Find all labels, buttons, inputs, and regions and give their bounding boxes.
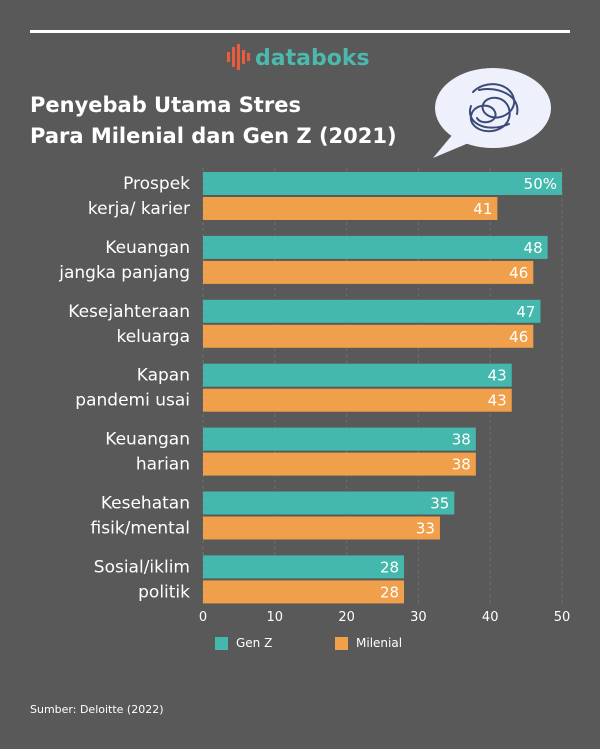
data-label: 35 — [430, 495, 449, 513]
legend-item-milenial: Milenial — [335, 636, 402, 650]
category-label: Sosial/iklim — [94, 557, 190, 577]
legend-item-gen-z: Gen Z — [215, 636, 272, 650]
bar-milenial — [203, 580, 405, 604]
thought-bubble-icon — [433, 68, 551, 158]
category-label: Kesejahteraan — [68, 302, 190, 322]
data-label: 41 — [473, 200, 492, 218]
data-label: 43 — [488, 367, 507, 385]
data-label: 50% — [524, 175, 557, 193]
category-label: Kapan — [137, 366, 190, 386]
x-tick-label: 50 — [554, 610, 571, 625]
bar-milenial — [203, 260, 534, 284]
data-label: 48 — [524, 239, 543, 257]
x-tick-label: 20 — [338, 610, 355, 625]
data-label: 38 — [452, 456, 471, 474]
bar-milenial — [203, 452, 476, 476]
data-label: 46 — [509, 328, 528, 346]
bar-gen-z — [203, 555, 405, 579]
category-label: politik — [138, 582, 190, 602]
bar-milenial — [203, 324, 534, 348]
bar-gen-z — [203, 299, 541, 323]
legend-label-milenial: Milenial — [356, 636, 403, 650]
x-tick-label: 10 — [267, 610, 284, 625]
bar-gen-z — [203, 427, 476, 451]
top-divider — [30, 30, 570, 33]
bar-milenial — [203, 388, 512, 412]
bar-chart: 0 10 20 30 40 50 Prospek kerja/ karier 50% 41 Keua… — [58, 168, 571, 625]
bar-milenial — [203, 516, 440, 540]
source-note: Sumber: Deloitte (2022) — [30, 703, 164, 716]
x-tick-label: 0 — [199, 610, 207, 625]
category-label: jangka panjang — [58, 263, 190, 283]
title-line-1: Penyebab Utama Stres — [30, 93, 301, 117]
category-label: fisik/mental — [91, 519, 190, 539]
category-label: keluarga — [116, 327, 190, 347]
category-label: kerja/ karier — [88, 199, 190, 219]
bar-gen-z — [203, 491, 455, 515]
databoks-logo-icon: databoks — [227, 44, 370, 71]
brand-name: databoks — [255, 46, 370, 71]
bar-gen-z — [203, 172, 562, 195]
legend-swatch-gen-z — [215, 636, 228, 650]
data-label: 33 — [416, 520, 435, 538]
category-label: harian — [136, 455, 190, 475]
category-label: Keuangan — [105, 238, 190, 258]
x-tick-label: 30 — [410, 610, 427, 625]
data-label: 38 — [452, 431, 471, 449]
legend-swatch-milenial — [335, 636, 348, 650]
data-label: 46 — [509, 264, 528, 282]
title-line-2: Para Milenial dan Gen Z (2021) — [30, 124, 397, 148]
category-label: Kesehatan — [101, 494, 190, 514]
data-label: 28 — [380, 558, 399, 576]
bar-gen-z — [203, 235, 548, 259]
category-label: Prospek — [123, 174, 190, 194]
brand-logo: databoks — [0, 42, 600, 76]
category-label: Keuangan — [105, 430, 190, 450]
x-tick-label: 40 — [482, 610, 499, 625]
category-label: pandemi usai — [75, 391, 190, 411]
bar-gen-z — [203, 363, 512, 387]
data-label: 43 — [488, 392, 507, 410]
bar-milenial — [203, 197, 498, 220]
legend-label-gen-z: Gen Z — [236, 636, 273, 650]
data-label: 47 — [516, 303, 535, 321]
data-label: 28 — [380, 583, 399, 601]
chart-title: Penyebab Utama Stres Para Milenial dan G… — [30, 90, 397, 152]
